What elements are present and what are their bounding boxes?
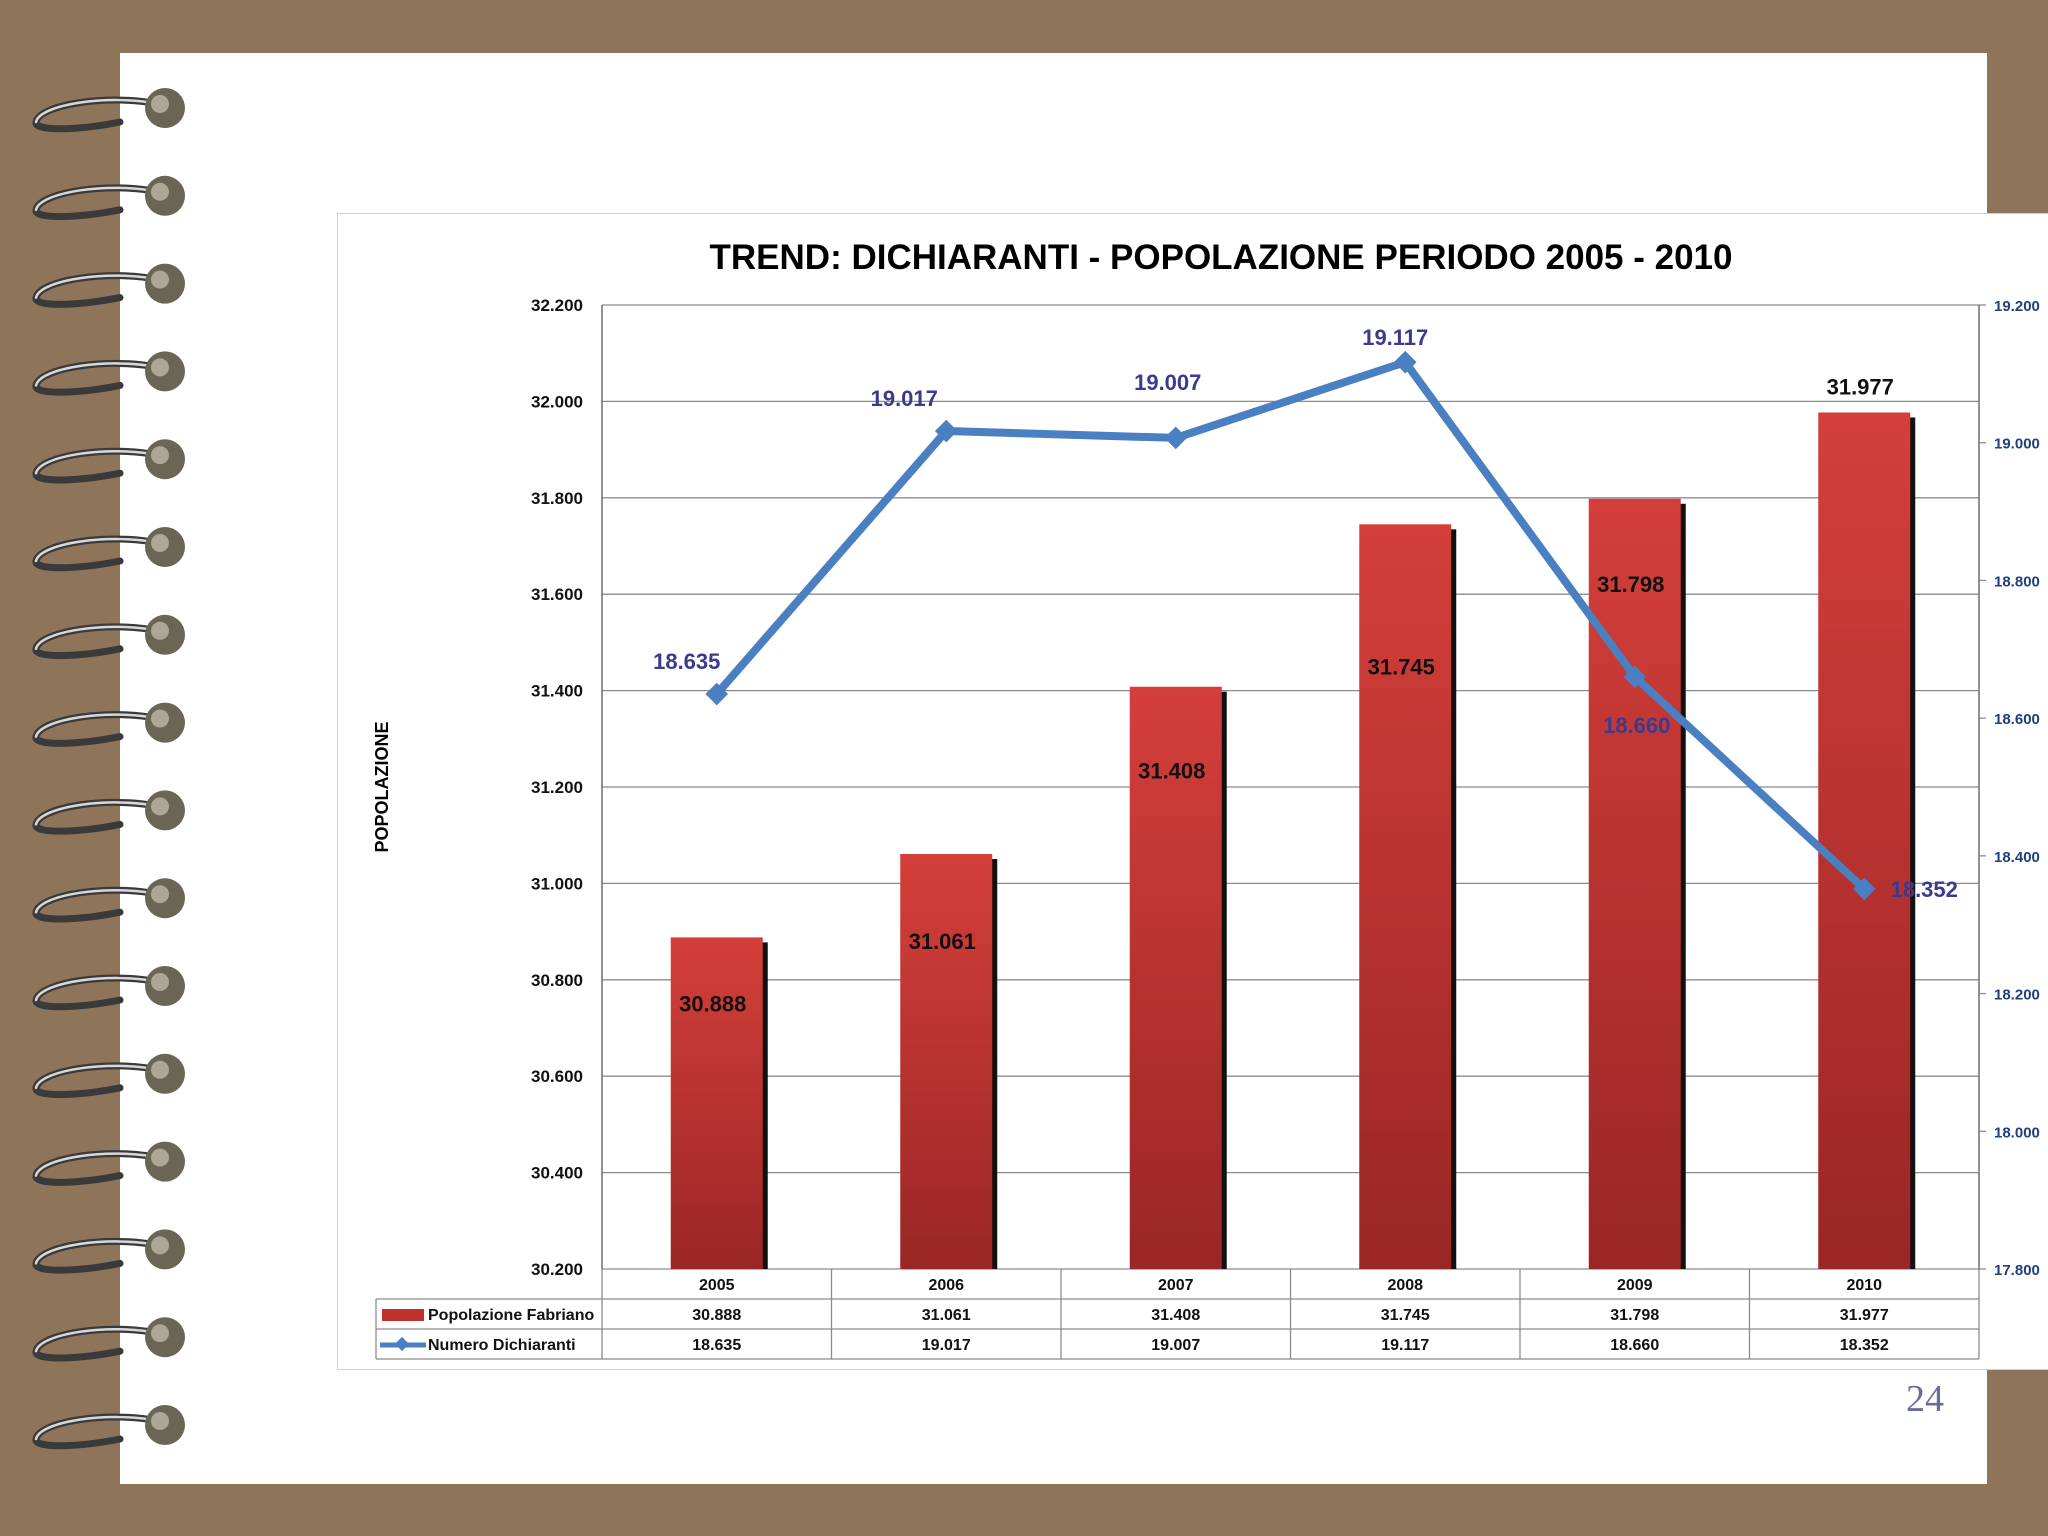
bar	[900, 853, 993, 1269]
y-right-tick-label: 17.800	[1994, 1262, 2040, 1279]
legend-key-marker	[394, 1336, 410, 1352]
bar-data-label: 30.888	[679, 991, 746, 1016]
spiral-ring	[32, 1053, 185, 1099]
spiral-ring	[32, 1229, 185, 1274]
line-data-label: 19.017	[871, 386, 938, 411]
y-left-tick-label: 30.400	[531, 1164, 583, 1183]
line-marker	[1852, 877, 1876, 901]
y-right-tick-label: 19.200	[1994, 298, 2040, 315]
chart-title: TREND: DICHIARANTI - POPOLAZIONE PERIODO…	[710, 238, 1733, 277]
spiral-ring	[32, 878, 185, 923]
y-left-tick-label: 31.400	[531, 682, 583, 701]
bar	[1588, 498, 1681, 1269]
line-data-label: 18.352	[1891, 877, 1958, 902]
slide-page: TREND: DICHIARANTI - POPOLAZIONE PERIODO…	[120, 53, 2048, 1484]
line-data-label: 19.117	[1362, 325, 1428, 350]
y-left-tick-label: 31.200	[531, 778, 583, 797]
spiral-ring	[32, 439, 185, 484]
spiral-ring	[32, 88, 185, 133]
combo-chart: TREND: DICHIARANTI - POPOLAZIONE PERIODO…	[372, 238, 2040, 1360]
x-tick-label: 2008	[1387, 1277, 1423, 1294]
bar-data-label: 31.977	[1827, 374, 1894, 399]
spiral-ring	[32, 614, 185, 660]
x-tick-label: 2010	[1846, 1277, 1882, 1294]
spiral-ring	[32, 966, 185, 1011]
y-right-tick-label: 18.600	[1994, 711, 2040, 728]
y-left-tick-label: 32.200	[531, 296, 583, 315]
y-left-tick-label: 31.800	[531, 489, 583, 508]
y-right-tick-label: 18.000	[1994, 1124, 2040, 1141]
spiral-ring	[32, 1405, 185, 1450]
y-left-tick-label: 30.800	[531, 971, 583, 990]
table-cell-dichiaranti: 19.007	[1151, 1337, 1200, 1354]
y-left-tick-label: 30.200	[531, 1260, 583, 1279]
table-cell-dichiaranti: 19.117	[1381, 1337, 1429, 1354]
x-tick-label: 2005	[699, 1277, 735, 1294]
y-right-tick-label: 18.400	[1994, 849, 2040, 866]
line-marker	[1623, 665, 1647, 689]
table-cell-dichiaranti: 19.017	[922, 1337, 971, 1354]
page-number: 24	[1906, 1378, 1944, 1420]
y-left-axis-label: POPOLAZIONE	[372, 721, 392, 852]
bar-data-label: 31.061	[909, 929, 976, 954]
spiral-ring	[32, 527, 185, 572]
y-right-tick-label: 18.200	[1994, 987, 2040, 1004]
bar	[1359, 524, 1452, 1269]
line-marker	[705, 682, 729, 706]
x-tick-label: 2009	[1617, 1277, 1653, 1294]
legend-key-popolazione	[382, 1309, 424, 1321]
line-series-dichiaranti	[713, 358, 1867, 892]
spiral-ring	[32, 263, 185, 308]
table-cell-popolazione: 31.408	[1151, 1307, 1200, 1324]
bar	[670, 937, 763, 1269]
table-cell-popolazione: 30.888	[692, 1307, 741, 1324]
chart-frame: TREND: DICHIARANTI - POPOLAZIONE PERIODO…	[337, 213, 2048, 1370]
y-left-tick-label: 31.600	[531, 585, 583, 604]
spiral-ring	[32, 1141, 185, 1186]
spiral-binding	[32, 88, 185, 1450]
table-cell-popolazione: 31.061	[922, 1307, 971, 1324]
y-right-tick-label: 18.800	[1994, 573, 2040, 590]
table-cell-popolazione: 31.798	[1610, 1307, 1659, 1324]
line-marker	[1164, 426, 1188, 450]
spiral-ring	[32, 790, 185, 835]
y-left-tick-label: 30.600	[531, 1067, 583, 1086]
x-tick-label: 2007	[1158, 1277, 1194, 1294]
line-data-label: 18.635	[653, 649, 720, 674]
line-data-label: 18.660	[1603, 713, 1670, 738]
spiral-ring	[32, 351, 185, 396]
y-right-tick-label: 19.000	[1994, 436, 2040, 453]
bar-data-label: 31.798	[1597, 572, 1664, 597]
legend-label-popolazione: Popolazione Fabriano	[428, 1307, 594, 1324]
table-cell-dichiaranti: 18.352	[1840, 1337, 1889, 1354]
table-cell-popolazione: 31.745	[1381, 1307, 1430, 1324]
spiral-ring	[32, 702, 185, 747]
bar	[1818, 412, 1911, 1270]
bar-data-label: 31.745	[1368, 654, 1435, 679]
y-left-tick-label: 32.000	[531, 392, 583, 411]
table-cell-dichiaranti: 18.635	[692, 1337, 741, 1354]
x-tick-label: 2006	[928, 1277, 964, 1294]
spiral-ring	[32, 1317, 185, 1362]
table-cell-dichiaranti: 18.660	[1610, 1337, 1659, 1354]
spiral-ring	[32, 175, 185, 221]
legend-label-dichiaranti: Numero Dichiaranti	[428, 1337, 576, 1354]
line-data-label: 19.007	[1134, 370, 1201, 395]
bar-data-label: 31.408	[1138, 759, 1205, 784]
bar	[1129, 686, 1222, 1269]
y-left-tick-label: 31.000	[531, 874, 583, 893]
table-cell-popolazione: 31.977	[1840, 1307, 1889, 1324]
